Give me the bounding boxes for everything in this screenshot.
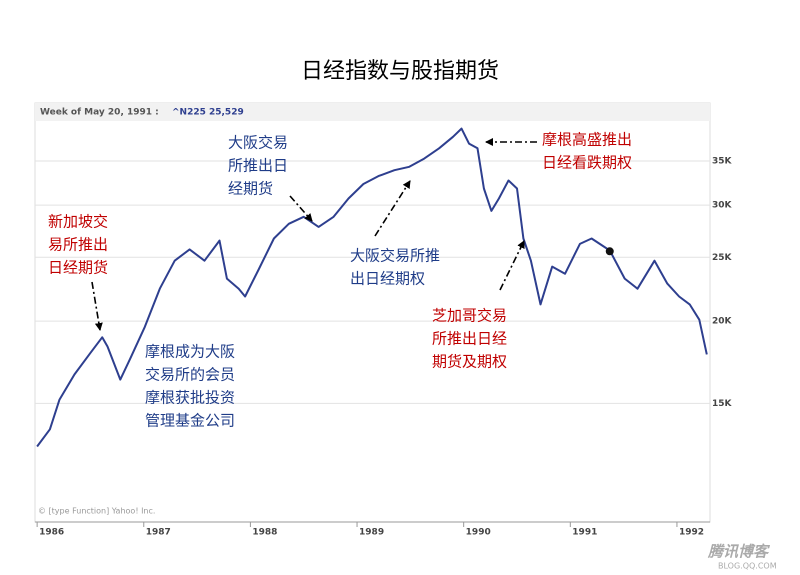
annotation-text: 摩根获批投资 [145,389,235,407]
x-tick-label: 1990 [466,528,491,538]
annotation-text: 大阪交易所推 [350,247,440,265]
annotation-text: 芝加哥交易 [432,307,507,325]
watermark: 腾讯博客 [707,543,771,561]
y-tick-label: 15K [712,399,733,409]
price-line [36,127,708,448]
annotation-text: 期货及期权 [432,353,507,371]
annotation-text: 日经看跌期权 [542,154,632,172]
header-bar [35,103,710,121]
annotation-text: 摩根成为大阪 [145,343,235,361]
chart-title: 日经指数与股指期货 [301,59,499,84]
header-date: Week of May 20, 1991 : [40,108,159,118]
x-tick-label: 1992 [679,528,704,538]
x-tick-label: 1986 [39,528,64,538]
y-tick-label: 25K [712,253,733,263]
annotation-text: 日经期货 [48,259,108,277]
plot-frame [34,102,711,523]
annotation-arrow [289,195,313,222]
footer: © [type Function] Yahoo! Inc. [38,507,155,516]
annotation-text: 所推出日经 [432,330,507,348]
highlight-point [605,247,614,256]
annotation-arrow [499,240,525,291]
annotation-arrow [374,180,411,237]
y-tick-label: 30K [712,201,733,211]
x-tick-label: 1988 [252,528,277,538]
annotation-text: 所推出日 [228,157,288,175]
y-tick-label: 20K [712,317,733,327]
annotation-text: 交易所的会员 [145,366,235,384]
x-tick-label: 1987 [146,528,171,538]
watermark-url: BLOG.QQ.COM [718,562,777,571]
annotation-text: 易所推出 [48,236,108,254]
annotation-text: 经期货 [228,180,273,198]
x-tick-label: 1989 [359,528,384,538]
x-tick-label: 1991 [572,528,597,538]
annotation-arrow [91,281,103,331]
annotation-text: 出日经期权 [350,270,425,288]
y-tick-label: 35K [712,157,733,167]
header-quote: ^N225 25,529 [172,108,244,118]
annotation-text: 摩根高盛推出 [542,131,632,149]
annotation-text: 管理基金公司 [145,412,235,430]
annotation-text: 大阪交易 [228,134,288,152]
annotation-text: 新加坡交 [48,213,108,231]
